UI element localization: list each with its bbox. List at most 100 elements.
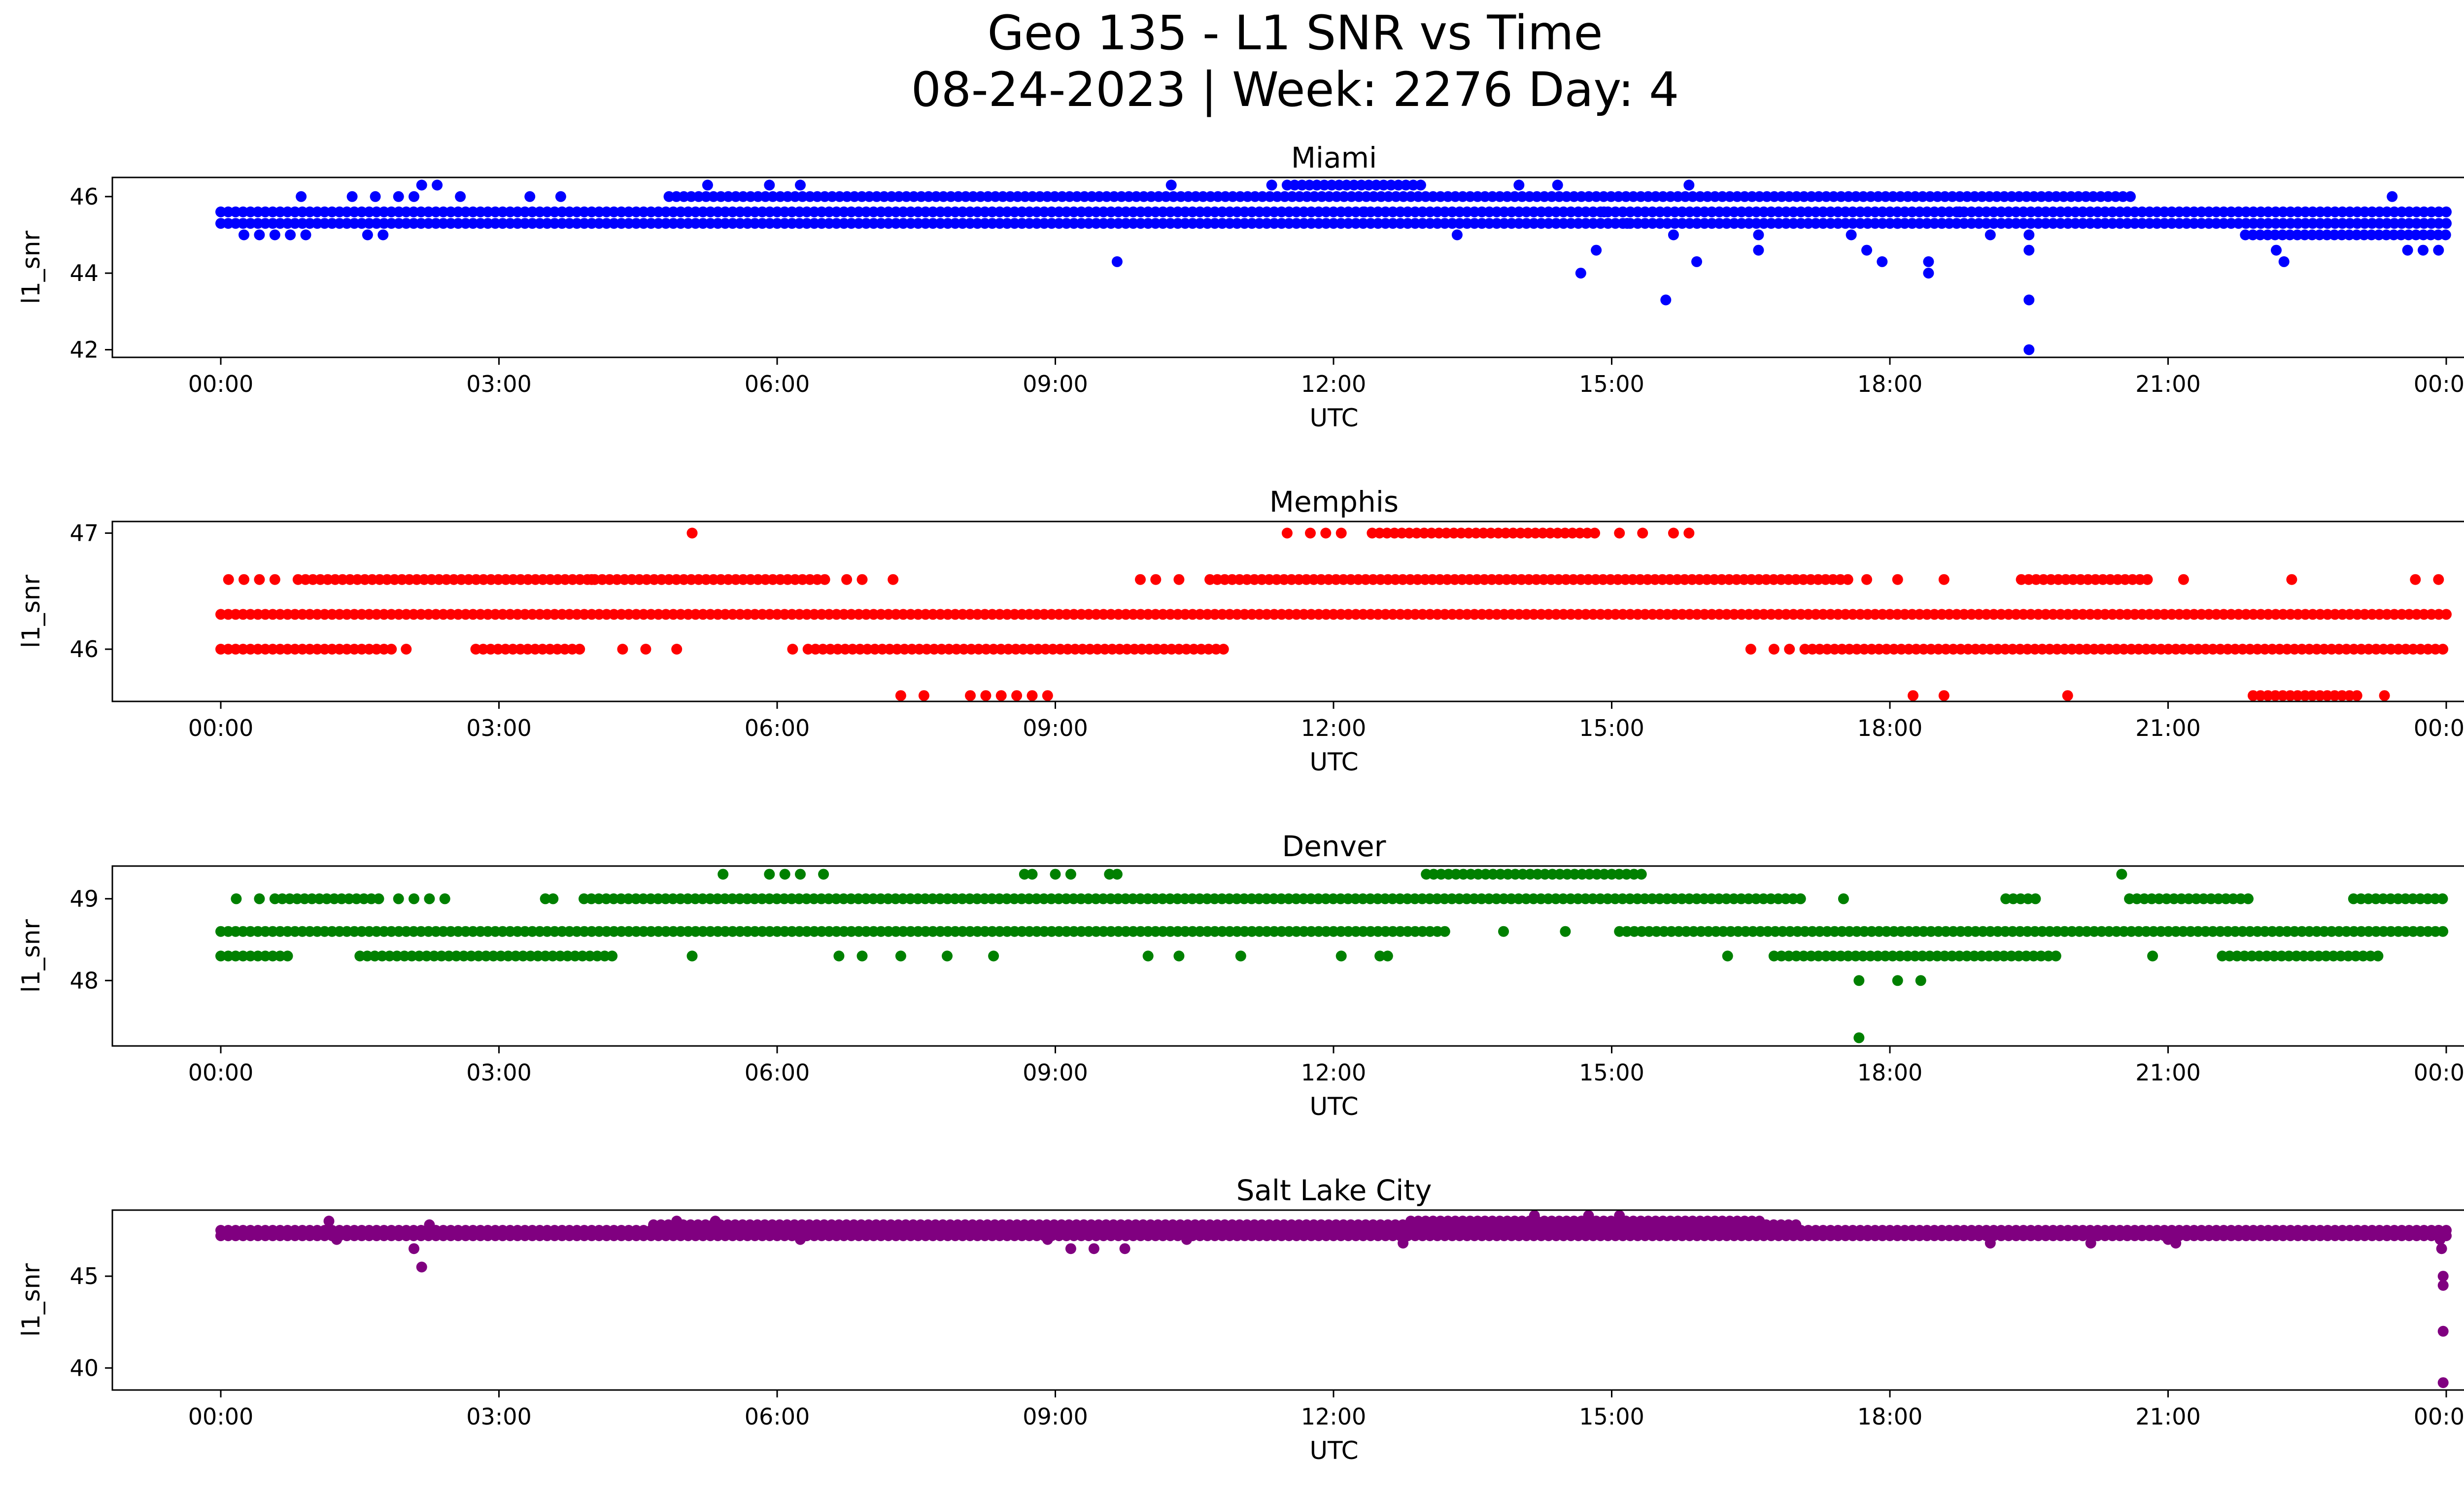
data-point (994, 218, 1005, 229)
data-point (1581, 527, 1593, 539)
data-point (450, 950, 462, 962)
data-point (1528, 609, 1540, 620)
data-point (608, 893, 619, 904)
data-point (1988, 206, 1999, 217)
data-point (1049, 191, 1061, 202)
data-point (2437, 1280, 2449, 1291)
x-tick-label: 18:00 (1857, 1403, 1923, 1430)
data-point (1454, 218, 1465, 229)
data-point (1417, 206, 1428, 217)
x-tick-label: 09:00 (1023, 1059, 1088, 1086)
data-point (1179, 609, 1191, 620)
data-point (2344, 218, 2356, 229)
data-point (1054, 206, 1064, 217)
data-point (2321, 950, 2331, 962)
data-point (1788, 609, 1799, 620)
data-point (2248, 609, 2259, 620)
data-point (564, 218, 575, 229)
data-point (764, 926, 775, 937)
data-point (2107, 609, 2118, 620)
data-point (1209, 609, 1221, 620)
data-point (1954, 206, 1965, 217)
data-point (1954, 950, 1965, 962)
data-point (503, 950, 514, 962)
data-point (719, 893, 730, 904)
data-point (2062, 690, 2073, 701)
data-point (700, 191, 712, 202)
data-point (2102, 191, 2114, 202)
data-point (715, 574, 726, 585)
data-point (319, 926, 330, 937)
data-point (2183, 893, 2194, 904)
data-point (1565, 609, 1576, 620)
data-point (1426, 527, 1437, 539)
data-point (1235, 950, 1246, 962)
data-point (779, 893, 790, 904)
data-point (1795, 893, 1806, 904)
data-point (292, 574, 304, 585)
data-point (2229, 644, 2241, 655)
data-point (1817, 218, 1829, 229)
data-point (772, 609, 783, 620)
data-point (1654, 893, 1665, 904)
data-point (2096, 644, 2107, 655)
data-point (1469, 218, 1480, 229)
data-point (1899, 609, 1911, 620)
data-point (2319, 644, 2330, 655)
data-point (823, 893, 834, 904)
data-point (675, 926, 686, 937)
data-point (593, 1225, 605, 1236)
y-axis-label-miami: l1_snr (17, 231, 45, 304)
data-point (260, 206, 271, 217)
data-point (638, 218, 649, 229)
data-point (260, 926, 271, 937)
data-point (1420, 1216, 1431, 1227)
data-point (1024, 926, 1035, 937)
data-point (2142, 574, 2153, 585)
data-point (1985, 229, 1996, 241)
data-point (430, 926, 442, 937)
data-point (1009, 218, 1020, 229)
data-point (938, 191, 949, 202)
data-point (1995, 609, 2007, 620)
data-point (2378, 893, 2389, 904)
data-point (1838, 893, 1849, 904)
data-point (1872, 950, 1883, 962)
data-point (2283, 950, 2294, 962)
data-point (1469, 609, 1480, 620)
data-point (2207, 644, 2219, 655)
data-point (438, 218, 449, 229)
data-point (1724, 1216, 1736, 1227)
data-point (1190, 1219, 1200, 1230)
data-point (1456, 574, 1468, 585)
data-point (1558, 893, 1569, 904)
data-point (1537, 527, 1548, 539)
data-point (2099, 206, 2111, 217)
data-point (1703, 926, 1714, 937)
data-point (2304, 644, 2315, 655)
data-point (1027, 690, 1038, 701)
data-point (2070, 218, 2081, 229)
data-point (1589, 527, 1600, 539)
data-point (1828, 191, 1839, 202)
data-point (846, 926, 857, 937)
data-point (1411, 527, 1422, 539)
data-point (2274, 926, 2285, 937)
x-tick-label: 06:00 (745, 1059, 810, 1086)
data-point (958, 644, 969, 655)
data-point (438, 206, 449, 217)
figure-title-line1: Geo 135 - L1 SNR vs Time (988, 5, 1603, 61)
data-point (1249, 574, 1260, 585)
data-point (1584, 869, 1595, 880)
data-point (1915, 975, 1926, 986)
x-tick-label: 06:00 (745, 1403, 810, 1430)
data-point (1751, 206, 1762, 217)
data-point (579, 609, 590, 620)
data-point (671, 1216, 683, 1227)
data-point (1098, 609, 1109, 620)
data-point (1657, 1216, 1669, 1227)
data-point (1736, 218, 1747, 229)
x-tick-label: 00:00 (2414, 715, 2464, 741)
data-point (2166, 206, 2177, 217)
data-point (1238, 893, 1250, 904)
